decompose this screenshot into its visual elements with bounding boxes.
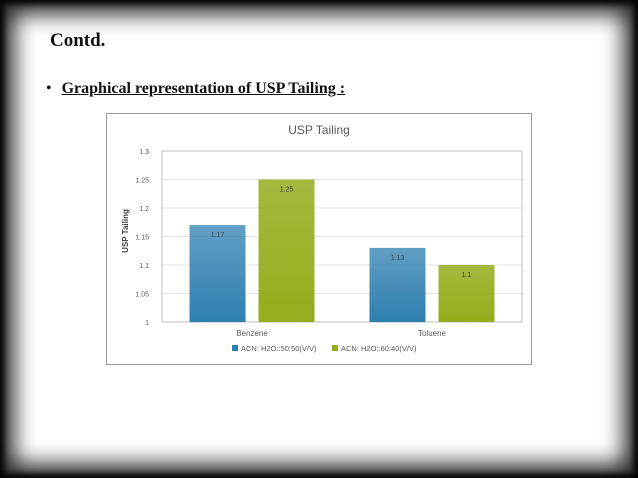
usp-tailing-chart: USP Tailing USP Tailing 11.051.11.151.21…	[121, 123, 523, 353]
chart-title: USP Tailing	[288, 123, 350, 137]
bar-toluene-series-2	[438, 265, 495, 322]
bar-benzene-series-1	[189, 225, 246, 322]
legend-swatch	[232, 345, 238, 351]
bullet-item: • Graphical representation of USP Tailing…	[46, 80, 345, 98]
data-labels: 1.17 1.25 1.13 1.1	[211, 187, 472, 280]
bullet-symbol: •	[46, 80, 52, 97]
y-axis-label: USP Tailing	[121, 209, 130, 253]
legend: ACN: H2O::50:50(V/V) ACN: H2O::60:40(V/V)	[232, 344, 417, 353]
y-tick-label: 1.25	[135, 178, 149, 185]
y-tick-label: 1.05	[135, 292, 149, 299]
legend-label: ACN: H2O::50:50(V/V)	[241, 344, 317, 353]
bars	[189, 179, 495, 322]
bar-toluene-series-1	[369, 247, 426, 322]
data-label: 1.1	[462, 272, 472, 279]
chart-container: USP Tailing USP Tailing 1 1.05 1.1 1.15 1.2 1…	[106, 113, 532, 365]
y-axis-ticks: 1 1.05 1.1 1.15 1.2 1.25 1.3	[135, 149, 149, 327]
x-axis-ticks: Benzene Toluene	[236, 329, 446, 338]
bar-benzene-series-2	[258, 179, 315, 322]
data-label: 1.17	[211, 232, 225, 239]
bullet-text: Graphical representation of USP Tailing …	[61, 80, 346, 97]
data-label: 1.13	[391, 255, 405, 262]
slide-title: Contd.	[50, 30, 106, 51]
y-tick-label: 1.1	[139, 263, 149, 270]
y-tick-label: 1.15	[135, 235, 149, 242]
x-tick-label: Toluene	[418, 329, 447, 338]
legend-swatch	[332, 345, 338, 351]
data-label: 1.25	[280, 187, 294, 194]
y-tick-label: 1	[145, 320, 149, 327]
y-tick-label: 1.2	[139, 206, 149, 213]
plot-area	[161, 150, 523, 323]
y-tick-label: 1.3	[139, 149, 149, 156]
x-tick-label: Benzene	[236, 329, 268, 338]
legend-label: ACN: H2O::60:40(V/V)	[341, 344, 417, 353]
